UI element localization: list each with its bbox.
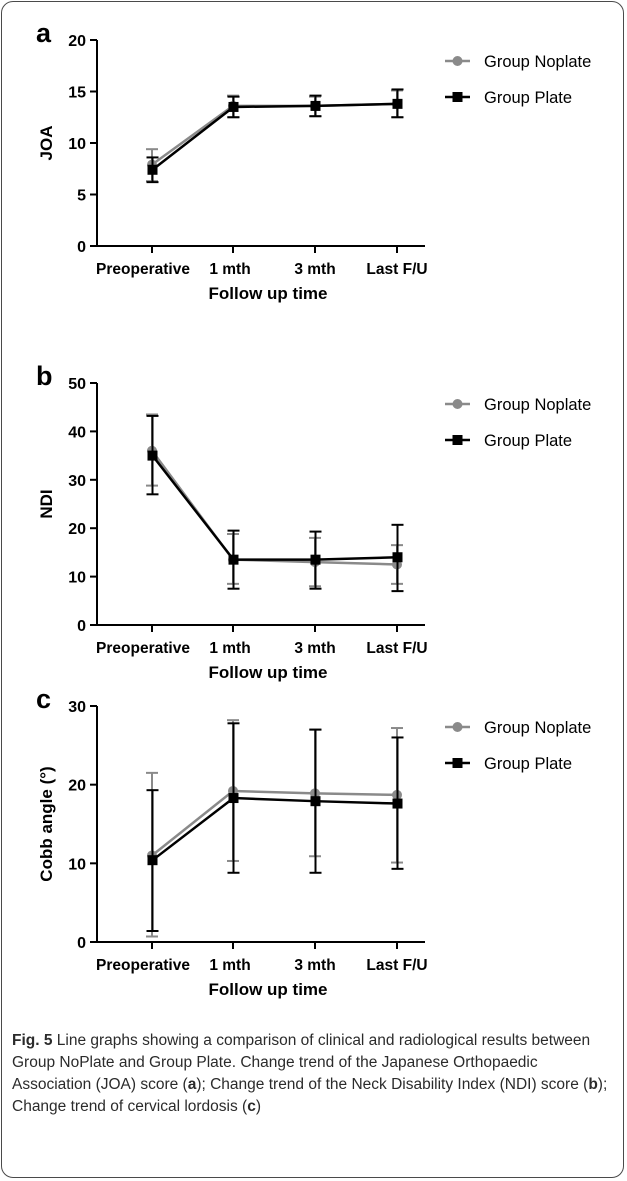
data-point <box>392 98 403 109</box>
y-tick-label: 30 <box>68 699 86 716</box>
data-point <box>310 554 321 565</box>
legend-marker <box>452 435 463 445</box>
x-tick-label: Last F/U <box>366 640 427 657</box>
legend-item: Group Noplate <box>445 396 591 414</box>
x-tick-label: 3 mth <box>294 261 335 278</box>
caption-ref-c: c <box>247 1098 256 1115</box>
y-axis-title: JOA <box>37 126 56 161</box>
y-tick-label: 50 <box>68 376 86 393</box>
legend-marker <box>452 92 463 102</box>
x-axis-title: Follow up time <box>209 284 328 303</box>
series-noplate <box>146 719 403 938</box>
data-point <box>228 101 239 112</box>
caption-text-4: ) <box>255 1098 261 1115</box>
data-point <box>228 554 239 565</box>
data-point <box>392 552 403 563</box>
x-axis-title: Follow up time <box>209 980 328 999</box>
caption-text-1: Line graphs showing a comparison of clin… <box>12 1032 591 1093</box>
y-tick-label: 0 <box>77 935 86 952</box>
data-point <box>310 796 321 807</box>
y-tick-label: 10 <box>68 136 86 153</box>
series-line <box>151 102 398 166</box>
x-tick-label: 1 mth <box>209 640 250 657</box>
x-tick-label: 3 mth <box>294 640 335 657</box>
caption-ref-b: b <box>588 1076 598 1093</box>
figure-caption: Fig. 5 Line graphs showing a comparison … <box>12 1030 612 1118</box>
series-line <box>150 450 398 566</box>
y-tick-label: 30 <box>68 473 86 490</box>
chart-panel-b: b 0 10 20 30 40 50 Preoperative 1 mth 3 mth Last F… <box>36 361 591 682</box>
caption-fig-label: Fig. 5 <box>12 1032 53 1049</box>
legend-label: Group Noplate <box>484 719 591 737</box>
legend-label: Group Plate <box>484 89 572 107</box>
panel-label: b <box>36 361 53 391</box>
legend-marker <box>452 56 463 66</box>
legend-label: Group Plate <box>484 755 572 773</box>
legend-marker <box>452 758 463 768</box>
y-tick-label: 0 <box>77 239 86 256</box>
caption-text-3: ); Change trend of cervical lordosis ( <box>12 1076 608 1115</box>
panel-label: a <box>36 18 52 48</box>
chart-panel-a: a 0 5 10 15 20 Preoperative 1 mth 3 mth Last F/U F… <box>36 18 591 303</box>
y-tick-label: 20 <box>68 33 86 50</box>
x-tick-label: 1 mth <box>209 261 250 278</box>
series-line <box>151 102 398 171</box>
y-axis-title: Cobb angle (°) <box>37 766 56 881</box>
legend-item: Group Plate <box>445 89 572 107</box>
x-tick-label: Preoperative <box>96 957 190 974</box>
panel-label: c <box>36 684 51 714</box>
legend-item: Group Noplate <box>445 53 591 71</box>
legend-label: Group Noplate <box>484 396 591 414</box>
x-tick-label: Last F/U <box>366 957 427 974</box>
data-point <box>228 793 239 804</box>
x-axis-title: Follow up time <box>209 663 328 682</box>
x-tick-label: Preoperative <box>96 261 190 278</box>
x-tick-label: Last F/U <box>366 261 427 278</box>
data-point <box>392 798 403 809</box>
data-point <box>147 164 158 175</box>
data-point <box>310 100 321 111</box>
legend-marker <box>452 722 463 732</box>
series-line <box>151 454 398 561</box>
y-axis-title: NDI <box>37 489 56 518</box>
caption-text-2: ); Change trend of the Neck Disability I… <box>196 1076 589 1093</box>
series-line <box>151 789 398 857</box>
y-tick-label: 40 <box>68 424 86 441</box>
y-tick-label: 20 <box>68 778 86 795</box>
x-tick-label: Preoperative <box>96 640 190 657</box>
y-tick-label: 10 <box>68 570 86 587</box>
y-tick-label: 20 <box>68 521 86 538</box>
x-tick-label: 1 mth <box>209 957 250 974</box>
series-plate <box>146 722 404 932</box>
legend-label: Group Noplate <box>484 53 591 71</box>
series-plate <box>146 88 404 184</box>
legend-marker <box>452 399 463 409</box>
y-tick-label: 15 <box>68 85 86 102</box>
y-tick-label: 5 <box>77 188 86 205</box>
legend-item: Group Noplate <box>445 719 591 737</box>
y-tick-label: 10 <box>68 856 86 873</box>
series-plate <box>146 414 404 593</box>
chart-panel-c: c 0 10 20 30 Preoperative 1 mth 3 mth Last F/U Fo… <box>36 684 591 999</box>
legend-item: Group Plate <box>445 432 572 450</box>
legend-item: Group Plate <box>445 755 572 773</box>
caption-ref-a: a <box>187 1076 197 1093</box>
x-tick-label: 3 mth <box>294 957 335 974</box>
legend-label: Group Plate <box>484 432 572 450</box>
y-tick-label: 0 <box>77 618 86 635</box>
data-point <box>147 450 158 461</box>
data-point <box>147 855 158 866</box>
series-line <box>151 796 398 862</box>
